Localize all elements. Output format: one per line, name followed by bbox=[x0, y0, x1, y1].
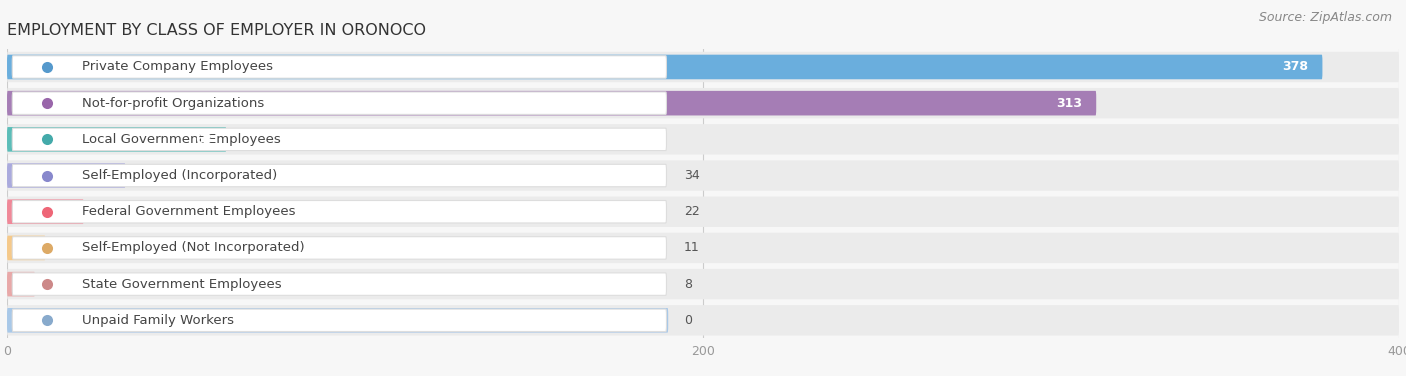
FancyBboxPatch shape bbox=[7, 197, 1399, 227]
FancyBboxPatch shape bbox=[13, 56, 666, 78]
FancyBboxPatch shape bbox=[13, 164, 666, 187]
FancyBboxPatch shape bbox=[7, 305, 1399, 335]
FancyBboxPatch shape bbox=[13, 309, 666, 332]
Text: Private Company Employees: Private Company Employees bbox=[82, 61, 273, 73]
Text: 63: 63 bbox=[195, 133, 212, 146]
FancyBboxPatch shape bbox=[7, 269, 1399, 299]
Text: Not-for-profit Organizations: Not-for-profit Organizations bbox=[82, 97, 264, 110]
FancyBboxPatch shape bbox=[7, 88, 1399, 118]
FancyBboxPatch shape bbox=[7, 236, 45, 260]
FancyBboxPatch shape bbox=[7, 163, 125, 188]
FancyBboxPatch shape bbox=[13, 92, 666, 114]
FancyBboxPatch shape bbox=[7, 308, 668, 333]
Text: 0: 0 bbox=[683, 314, 692, 327]
FancyBboxPatch shape bbox=[7, 91, 1097, 115]
Text: State Government Employees: State Government Employees bbox=[82, 277, 281, 291]
Text: Source: ZipAtlas.com: Source: ZipAtlas.com bbox=[1258, 11, 1392, 24]
Text: EMPLOYMENT BY CLASS OF EMPLOYER IN ORONOCO: EMPLOYMENT BY CLASS OF EMPLOYER IN ORONO… bbox=[7, 23, 426, 38]
FancyBboxPatch shape bbox=[7, 160, 1399, 191]
FancyBboxPatch shape bbox=[7, 233, 1399, 263]
FancyBboxPatch shape bbox=[13, 273, 666, 295]
FancyBboxPatch shape bbox=[13, 200, 666, 223]
Text: Federal Government Employees: Federal Government Employees bbox=[82, 205, 295, 218]
FancyBboxPatch shape bbox=[13, 128, 666, 150]
Text: Unpaid Family Workers: Unpaid Family Workers bbox=[82, 314, 233, 327]
Text: 22: 22 bbox=[683, 205, 700, 218]
Text: 313: 313 bbox=[1056, 97, 1083, 110]
Text: 34: 34 bbox=[683, 169, 700, 182]
Text: Self-Employed (Incorporated): Self-Employed (Incorporated) bbox=[82, 169, 277, 182]
FancyBboxPatch shape bbox=[7, 124, 1399, 155]
FancyBboxPatch shape bbox=[13, 237, 666, 259]
Text: Local Government Employees: Local Government Employees bbox=[82, 133, 281, 146]
FancyBboxPatch shape bbox=[7, 52, 1399, 82]
FancyBboxPatch shape bbox=[7, 55, 1323, 79]
FancyBboxPatch shape bbox=[7, 272, 35, 296]
Text: 11: 11 bbox=[683, 241, 700, 255]
Text: 8: 8 bbox=[683, 277, 692, 291]
Text: Self-Employed (Not Incorporated): Self-Employed (Not Incorporated) bbox=[82, 241, 305, 255]
Text: 378: 378 bbox=[1282, 61, 1309, 73]
FancyBboxPatch shape bbox=[7, 199, 83, 224]
FancyBboxPatch shape bbox=[7, 127, 226, 152]
